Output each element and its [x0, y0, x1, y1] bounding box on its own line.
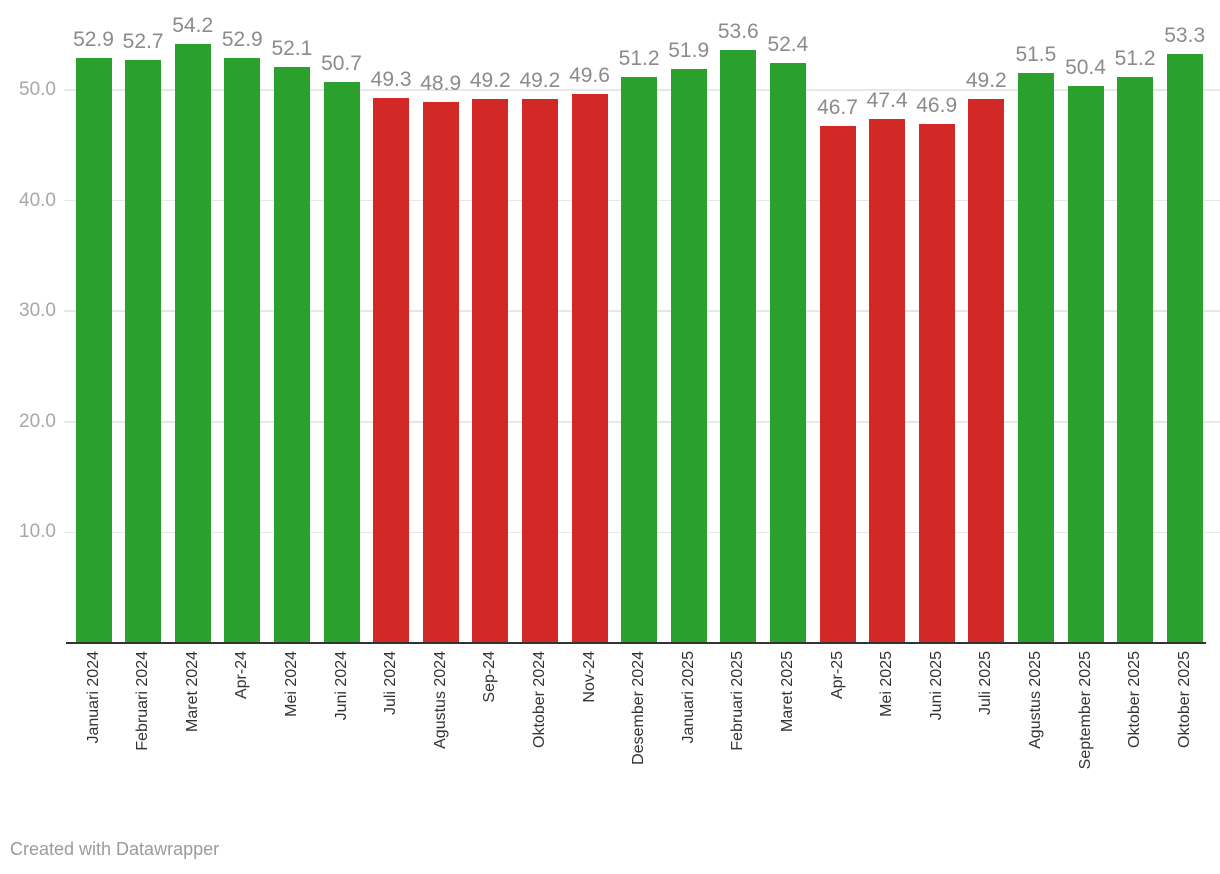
- x-category-label: September 2025: [1076, 651, 1094, 770]
- bar-maret-2024[interactable]: [174, 43, 211, 643]
- x-category-label: Oktober 2025: [1175, 651, 1193, 748]
- y-tick-label: 10.0: [19, 521, 56, 543]
- y-tick-label: 20.0: [19, 410, 56, 432]
- x-category-label: Apr-24: [233, 651, 251, 700]
- value-label: 51.5: [1015, 43, 1057, 67]
- value-label: 52.7: [122, 30, 164, 54]
- bar-agustus-2024[interactable]: [422, 102, 459, 643]
- bar-september-2025[interactable]: [1067, 85, 1104, 643]
- value-label: 49.2: [469, 68, 511, 92]
- value-label: 51.2: [618, 46, 660, 70]
- bar-juni-2024[interactable]: [323, 82, 360, 643]
- bar-januari-2025[interactable]: [670, 68, 707, 643]
- value-label: 49.6: [569, 64, 610, 88]
- x-axis-line: [66, 641, 1206, 644]
- value-label: 52.4: [767, 33, 809, 57]
- x-category-label: Maret 2025: [778, 651, 796, 732]
- x-category-label: Apr-25: [828, 651, 846, 700]
- x-category-label: Oktober 2024: [530, 651, 548, 748]
- bar-mei-2025[interactable]: [869, 118, 906, 643]
- value-label: 50.7: [321, 52, 362, 76]
- x-category-label: Mei 2025: [878, 651, 896, 717]
- x-category-label: Oktober 2025: [1126, 651, 1144, 748]
- x-category-label: Agustus 2025: [1026, 651, 1044, 749]
- value-label: 54.2: [172, 13, 214, 37]
- bar-maret-2025[interactable]: [769, 63, 806, 643]
- value-label: 53.3: [1164, 23, 1206, 47]
- x-category-label: Juli 2025: [977, 651, 995, 716]
- bar-oktober-2025[interactable]: [1166, 53, 1203, 643]
- bar-desember-2024[interactable]: [621, 76, 658, 643]
- bar-februari-2025[interactable]: [720, 50, 757, 643]
- value-label: 46.7: [817, 96, 858, 120]
- bar-juli-2025[interactable]: [968, 98, 1005, 643]
- value-label: 52.9: [73, 27, 114, 51]
- value-label: 49.3: [370, 67, 412, 91]
- y-tick-label: 50.0: [19, 79, 56, 100]
- value-label: 46.9: [916, 94, 958, 118]
- x-category-label: Juni 2025: [927, 651, 945, 721]
- bar-agustus-2025[interactable]: [1017, 73, 1054, 643]
- value-label: 51.9: [668, 38, 710, 62]
- bar-sep-24[interactable]: [472, 98, 509, 643]
- bar-mei-2024[interactable]: [273, 66, 310, 643]
- bar-juli-2024[interactable]: [373, 97, 410, 643]
- value-label: 51.2: [1114, 46, 1156, 70]
- value-label: 49.2: [965, 68, 1007, 92]
- x-category-label: Juli 2024: [382, 651, 400, 716]
- bar-chart-plot: 10.0 20.0 30.0 40.0 50.0 Januari 2024 Februar…: [19, 13, 1220, 770]
- x-category-label: Agustus 2024: [431, 651, 449, 749]
- bar-nov-24[interactable]: [571, 94, 608, 643]
- bar-oktober-2024[interactable]: [521, 98, 558, 643]
- bar-februari-2024[interactable]: [125, 60, 162, 643]
- value-label: 53.6: [717, 20, 759, 44]
- x-category-label: Juni 2024: [332, 651, 350, 721]
- x-category-label: Sep-24: [481, 651, 499, 703]
- bar-apr-24[interactable]: [224, 57, 261, 643]
- x-category-label: Nov-24: [580, 651, 598, 703]
- x-category-label: Desember 2024: [630, 651, 648, 765]
- x-category-label: Januari 2025: [679, 651, 697, 744]
- y-tick-label: 30.0: [19, 300, 56, 322]
- x-category-label: Maret 2024: [183, 651, 201, 732]
- bar-apr-25[interactable]: [819, 126, 856, 643]
- bar-juni-2025[interactable]: [918, 124, 955, 643]
- value-label: 47.4: [866, 88, 908, 112]
- x-category-label: Februari 2024: [134, 651, 152, 751]
- x-category-label: Mei 2024: [282, 651, 300, 717]
- value-label: 49.2: [519, 68, 561, 92]
- x-category-label: Februari 2025: [729, 651, 747, 751]
- bar-oktober-2025[interactable]: [1117, 76, 1154, 643]
- x-category-label: Januari 2024: [84, 651, 102, 744]
- value-label: 52.1: [271, 36, 313, 60]
- value-label: 48.9: [420, 72, 462, 96]
- value-label: 50.4: [1065, 55, 1106, 79]
- datawrapper-attribution: Created with Datawrapper: [10, 839, 220, 859]
- bar-januari-2024[interactable]: [75, 57, 112, 643]
- y-tick-label: 40.0: [19, 189, 56, 211]
- value-label: 52.9: [221, 27, 263, 51]
